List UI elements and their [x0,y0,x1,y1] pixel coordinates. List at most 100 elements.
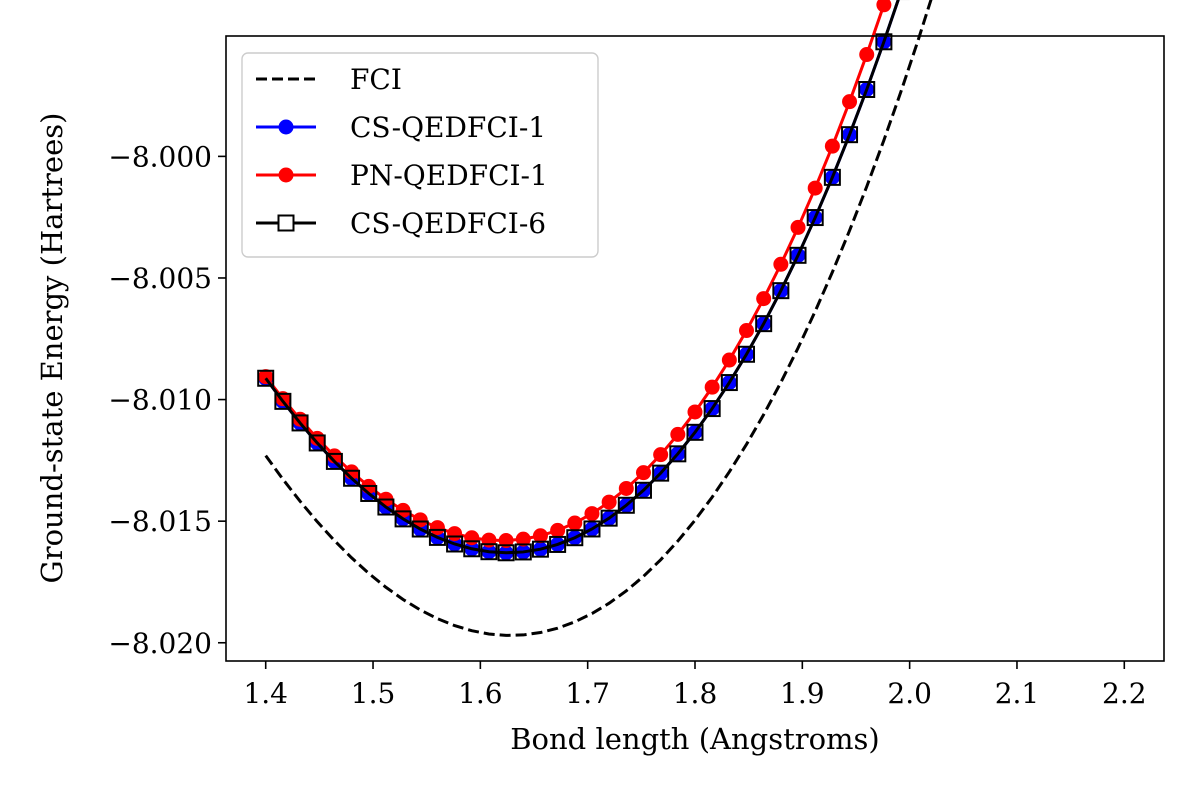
data-point [531,540,549,558]
y-tick-label: −8.020 [108,627,212,660]
data-point [739,323,755,339]
data-point [600,509,618,527]
data-point [601,494,617,510]
data-point [412,512,428,528]
x-tick-label: 1.7 [565,677,610,710]
data-point [481,532,497,548]
data-point [514,543,532,561]
y-tick-label: −8.005 [108,262,212,295]
legend: FCI CS-QEDFCI-1 PN-QEDFCI-1 CS-QEDFCI-6 [241,52,599,258]
data-point [566,529,584,547]
legend-marker [277,214,295,232]
data-point [772,282,790,300]
data-point [617,496,635,514]
data-point [789,246,807,264]
data-point [480,543,498,561]
data-point [343,469,361,487]
y-tick-label: −8.010 [108,384,212,417]
legend-label: FCI [350,63,402,96]
data-point [756,291,772,307]
data-point [274,392,292,410]
x-tick-label: 1.8 [673,677,718,710]
data-point [446,535,464,553]
data-point [411,520,429,538]
x-tick-label: 1.5 [351,677,396,710]
legend-box [241,52,599,258]
data-point [429,520,445,536]
y-axis-label: Ground-state Energy (Hartrees) [35,113,69,584]
data-point [291,414,309,432]
data-point [721,352,737,368]
legend-item: CS-QEDFCI-1 [256,111,546,144]
x-tick-label: 1.9 [780,677,825,710]
x-tick-label: 2.2 [1102,677,1147,710]
data-point [463,540,481,558]
data-point [876,0,892,13]
data-point [841,126,859,144]
data-point [325,452,343,470]
data-point [549,535,567,553]
x-tick-label: 2.1 [995,677,1040,710]
legend-item: CS-QEDFCI-6 [256,207,546,240]
series-layer [257,0,933,637]
data-point [635,465,651,481]
data-point [567,515,583,531]
y-axis-ticks: −8.020 −8.015 −8.010 −8.005 −8.000 [108,140,226,660]
legend-marker [278,119,294,135]
x-tick-label: 1.6 [458,677,503,710]
data-point [842,94,858,110]
data-point [875,33,893,51]
legend-marker [278,167,294,183]
series-cs-qedfci-6 [257,0,910,562]
data-point [670,426,686,442]
legend-item: PN-QEDFCI-1 [256,159,548,192]
data-point [618,480,634,496]
data-point [308,434,326,452]
data-point [515,531,531,547]
data-point [257,369,275,387]
data-point [497,544,515,562]
data-point [532,528,548,544]
data-point [395,502,411,518]
data-point [806,209,824,227]
legend-label: PN-QEDFCI-1 [350,159,548,192]
data-point [583,520,601,538]
data-point [790,219,806,235]
data-point [859,47,875,63]
data-point [360,484,378,502]
data-point [823,168,841,186]
data-point [258,369,274,385]
series-pn-qedfci-1 [258,0,892,549]
data-point [704,379,720,395]
series-line [264,0,900,555]
data-point [858,80,876,98]
data-point [824,138,840,154]
data-point [807,180,823,196]
data-point [377,498,395,516]
data-point [653,447,669,463]
data-point [720,374,738,392]
y-tick-label: −8.000 [108,140,212,173]
data-point [755,315,773,333]
data-point [687,404,703,420]
data-point [686,423,704,441]
x-axis-label: Bond length (Angstroms) [510,722,880,756]
x-axis-ticks: 1.4 1.5 1.6 1.7 1.8 1.9 2.0 2.1 2.2 [243,661,1147,710]
y-tick-label: −8.015 [108,505,212,538]
data-point [550,522,566,538]
data-point [669,445,687,463]
data-point [584,506,600,522]
data-point [738,345,756,363]
legend-item: FCI [256,63,402,96]
data-point [703,400,721,418]
data-point [326,448,342,464]
x-tick-label: 1.4 [243,677,288,710]
data-point [447,526,463,542]
x-tick-label: 2.0 [887,677,932,710]
legend-label: CS-QEDFCI-6 [350,207,546,240]
data-point [652,464,670,482]
data-point [394,510,412,528]
legend-label: CS-QEDFCI-1 [350,111,546,144]
data-point [428,528,446,546]
